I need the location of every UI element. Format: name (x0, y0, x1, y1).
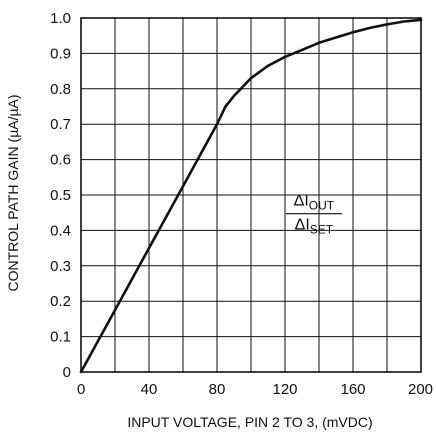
y-axis-title: CONTROL PATH GAIN (µA/µA) (5, 94, 21, 291)
annotation-den-base: I (305, 217, 309, 234)
plot-frame (80, 17, 422, 373)
y-tick-label-2: 0.2 (50, 293, 71, 310)
y-tick-label-10: 1.0 (50, 10, 71, 27)
x-tick-label-4: 160 (340, 381, 365, 398)
annotation-delta-num: Δ (294, 193, 305, 210)
grid (81, 18, 421, 372)
delta-iout-over-delta-iset-label: ΔIOUT ΔISET (285, 193, 342, 237)
x-tick-label-2: 80 (209, 381, 226, 398)
x-tick-label-1: 40 (141, 381, 158, 398)
x-tick-label-3: 120 (272, 381, 297, 398)
x-tick-labels: 0 40 80 120 160 200 (77, 381, 433, 398)
y-tick-label-0: 0 (63, 364, 71, 381)
y-tick-label-9: 0.9 (50, 45, 71, 62)
x-tick-label-5: 200 (408, 381, 433, 398)
annotation-numerator: ΔIOUT (294, 193, 335, 213)
annotation-num-base: I (304, 193, 308, 210)
y-tick-label-5: 0.5 (50, 187, 71, 204)
annotation-denominator: ΔISET (295, 217, 334, 237)
y-tick-labels: 0 0.1 0.2 0.3 0.4 0.5 0.6 0.7 0.8 0.9 1.0 (50, 10, 71, 381)
y-tick-label-6: 0.6 (50, 152, 71, 169)
y-tick-label-1: 0.1 (50, 329, 71, 346)
annotation-num-sub: OUT (309, 199, 335, 213)
annotation-den-sub: SET (310, 223, 334, 237)
x-tick-label-0: 0 (77, 381, 85, 398)
y-tick-label-4: 0.4 (50, 222, 71, 239)
y-tick-label-7: 0.7 (50, 116, 71, 133)
x-axis-title: INPUT VOLTAGE, PIN 2 TO 3, (mVDC) (127, 414, 372, 430)
annotation-delta-den: Δ (295, 217, 306, 234)
y-tick-label-3: 0.3 (50, 258, 71, 275)
y-tick-label-8: 0.8 (50, 81, 71, 98)
gain-curve (79, 18, 423, 374)
